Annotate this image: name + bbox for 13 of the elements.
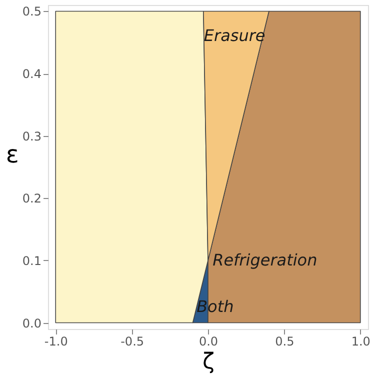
y-tick-label: 0.4 [22, 67, 42, 82]
y-tick-label: 0.2 [22, 192, 42, 206]
x-tick-label: 1.0 [351, 334, 370, 348]
y-axis-title: ε [6, 140, 19, 168]
x-tick-label: 0.5 [275, 334, 294, 348]
y-tick-label: 0.0 [22, 316, 42, 330]
y-tick-label: 0.1 [22, 254, 42, 268]
x-tick-label: -1.0 [44, 334, 68, 348]
y-tick-label: 0.3 [22, 129, 42, 144]
x-tick-label: -0.5 [120, 334, 144, 348]
x-axis-title: ζ [202, 350, 214, 374]
x-tick-label: 0.0 [198, 334, 218, 348]
y-tick-label: 0.5 [22, 4, 42, 19]
